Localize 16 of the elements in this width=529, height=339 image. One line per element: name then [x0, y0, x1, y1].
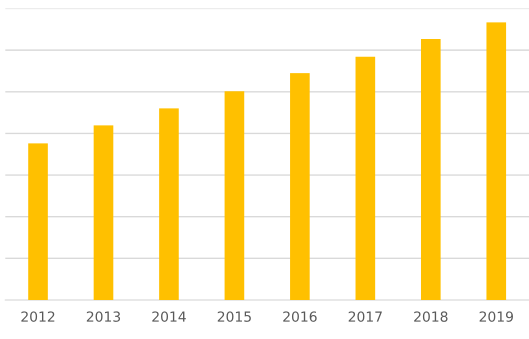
bar [486, 22, 506, 300]
x-tick-label: 2013 [86, 311, 120, 322]
x-tick-label: 2019 [480, 311, 513, 322]
bar [94, 125, 114, 300]
bar [290, 73, 310, 300]
x-tick-label: 2015 [218, 311, 251, 322]
x-tick-label: 2018 [414, 311, 448, 322]
x-tick-label: 2016 [283, 311, 317, 322]
x-tick-label: 2012 [21, 311, 54, 322]
bar [420, 39, 441, 300]
bar [356, 56, 376, 300]
bar [159, 108, 179, 300]
bar [224, 91, 244, 300]
x-tick-label: 2017 [348, 311, 382, 322]
x-tick-label: 2014 [152, 311, 186, 322]
bar [28, 143, 48, 300]
